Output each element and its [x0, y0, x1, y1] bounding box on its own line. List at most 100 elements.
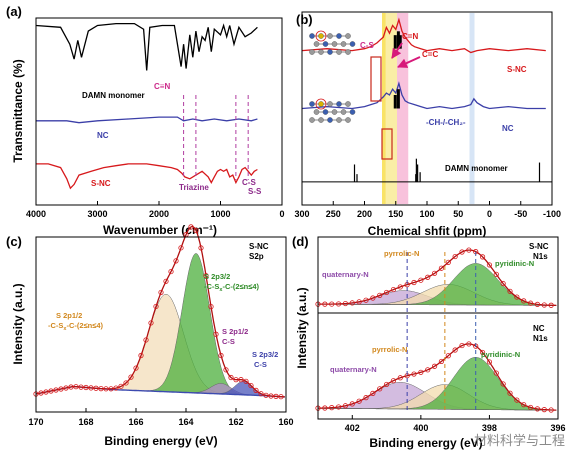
- panel-c-frame: [35, 236, 287, 413]
- panel-c-raw-point: [168, 268, 174, 275]
- panel-c-label-cs12: S 2p1/2 C-S: [222, 327, 248, 346]
- mol1-atom-12: [327, 49, 333, 55]
- panel-c-label-spx32: S 2p3/2 -C-Sx-C-(2≤n≤4): [204, 272, 260, 293]
- panel-c-label-cs32-l2: C-S: [254, 360, 267, 369]
- panel-d-top-label-pyrr: pyrrolic-N: [384, 249, 419, 258]
- panel-d-sub2-raw-point: [397, 375, 403, 381]
- mol2-atom-3: [336, 101, 342, 107]
- panel-c-label-cs32: S 2p3/2 C-S: [252, 350, 278, 369]
- panel-d-bottom-sample: NC: [533, 324, 545, 333]
- panel-d-sub1-raw-point: [418, 277, 424, 283]
- panel-a-annot-cs: C-S: [242, 178, 256, 187]
- panel-b-bar-2: [396, 31, 400, 49]
- panel-c-tick-label-0: 170: [28, 417, 43, 427]
- panel-a-tick-label-1: 3000: [87, 209, 107, 219]
- panel-d-sub2-raw-point: [507, 390, 513, 396]
- panel-d-tick-label-2: 398: [482, 423, 497, 433]
- panel-a-annot-nc: NC: [97, 131, 109, 140]
- mol2-atom-5: [313, 109, 320, 115]
- mol2-atom-6: [322, 109, 329, 115]
- panel-a-tick-label-0: 4000: [26, 209, 46, 219]
- panel-d-tick-label-0: 402: [345, 423, 360, 433]
- panel-d-sub2-raw-point: [342, 403, 349, 409]
- panel-c-tick-label-4: 162: [228, 417, 243, 427]
- panel-c-raw-point: [73, 384, 79, 390]
- panel-b-box-mid: [381, 128, 393, 160]
- panel-d-sub1-raw-point: [445, 259, 451, 265]
- panel-d-sub1-raw-point: [335, 301, 342, 307]
- panel-c-raw-point: [63, 385, 69, 391]
- panel-d-sub2-raw-point: [329, 405, 335, 411]
- panel-d-sub2-raw-point: [459, 342, 465, 349]
- panel-d-sub2-raw-point: [521, 402, 527, 408]
- panel-d-tick-label-3: 396: [550, 423, 565, 433]
- panel-a-annot-damn: DAMN monomer: [82, 91, 145, 100]
- panel-b-annot-ch: -CH-/-CH₂-: [426, 118, 466, 127]
- panel-c-raw-point: [128, 374, 134, 380]
- mol1-atom-2: [327, 33, 333, 39]
- panel-b-tick-label-8: -100: [543, 209, 561, 219]
- mol1-highlight: [315, 30, 327, 42]
- panel-c-raw-point: [223, 367, 229, 373]
- panel-d-bottom-label-pyri: pyridinic-N: [481, 350, 520, 359]
- panel-b-tick-label-3: 150: [388, 209, 403, 219]
- panel-c-label-spx12-l2: -C-Sx-C-(2≤n≤4): [48, 321, 104, 332]
- panel-d-sub2-raw-point: [486, 359, 493, 365]
- panel-c-raw-point: [198, 245, 204, 251]
- panel-d-sub1-raw-point: [425, 274, 431, 280]
- panel-a-label: (a): [6, 4, 22, 19]
- panel-d-sub1-raw-point: [493, 271, 499, 277]
- panel-c-raw-point: [158, 289, 164, 296]
- panel-d-frame: [317, 236, 559, 420]
- panel-d: (d) Intensity (a.u.) Binding energy (eV)…: [292, 234, 566, 450]
- panel-d-sub1-raw-point: [486, 262, 493, 268]
- panel-d-bottom-region: N1s: [533, 334, 548, 343]
- panel-b-tick-label-7: -50: [514, 209, 527, 219]
- panel-c-xlabel: Binding energy (eV): [104, 434, 217, 448]
- panel-a-series-2: [36, 116, 258, 124]
- panel-b-tick-label-6: 0: [487, 209, 492, 219]
- panel-d-sub1-raw-point: [329, 301, 335, 307]
- mol2-atom-11: [318, 117, 324, 123]
- panel-d-sub1-raw-point: [390, 286, 397, 293]
- panel-c-raw-point: [113, 385, 119, 391]
- panel-a-annot-ss: S-S: [248, 187, 262, 196]
- panel-d-top-sample: S-NC: [529, 242, 549, 251]
- panel-d-sub1-raw-point: [397, 284, 403, 290]
- panel-c-raw-point: [93, 385, 99, 391]
- panel-c-raw-point: [108, 386, 114, 392]
- panel-d-sub1-raw-point: [521, 298, 527, 304]
- panel-d-sub1-raw-point: [507, 288, 513, 294]
- panel-c-raw-point: [268, 393, 274, 399]
- panel-d-sub1-raw-point: [377, 292, 383, 298]
- panel-d-sub2-raw-point: [431, 363, 438, 369]
- panel-b-plot: [301, 13, 552, 204]
- panel-d-sub2-raw-point: [466, 341, 472, 347]
- panel-d-sub2-raw-point: [383, 381, 390, 388]
- panel-b-annot-nc: NC: [502, 124, 514, 133]
- panel-d-sub1-raw-point: [349, 300, 355, 306]
- mol1-atom-5: [313, 41, 320, 47]
- panel-d-sub2-raw-point: [425, 367, 431, 373]
- panel-d-sub1-raw-point: [452, 253, 458, 260]
- panel-d-sub2-raw-point: [377, 386, 383, 392]
- mol1-atom-13: [336, 49, 342, 55]
- panel-a-annot-triazine: Triazine: [179, 183, 209, 192]
- panel-c-tick-label-1: 168: [78, 417, 93, 427]
- panel-c-raw-point: [273, 393, 279, 399]
- panel-c-tick-label-5: 160: [278, 417, 293, 427]
- panel-d-sub1-raw-point: [479, 254, 486, 260]
- panel-d-bottom-label-pyrr: pyrrolic-N: [372, 345, 407, 354]
- panel-d-sub2-raw-point: [335, 404, 342, 410]
- panel-d-bottom-label-quat: quaternary-N: [330, 365, 377, 374]
- panel-b-annot-damn: DAMN monomer: [445, 164, 508, 173]
- mol1-atom-9: [349, 41, 356, 47]
- panel-c-raw-point: [258, 391, 264, 397]
- panel-c-plot: [33, 224, 285, 400]
- panel-d-sub1-raw-point: [527, 300, 534, 306]
- panel-a-frame: [35, 17, 283, 206]
- panel-d-sub2-raw-point: [370, 390, 376, 396]
- panel-c-raw-point: [133, 365, 139, 371]
- panel-d-sub2-raw-point: [356, 398, 362, 404]
- mol1-atom-7: [331, 41, 338, 47]
